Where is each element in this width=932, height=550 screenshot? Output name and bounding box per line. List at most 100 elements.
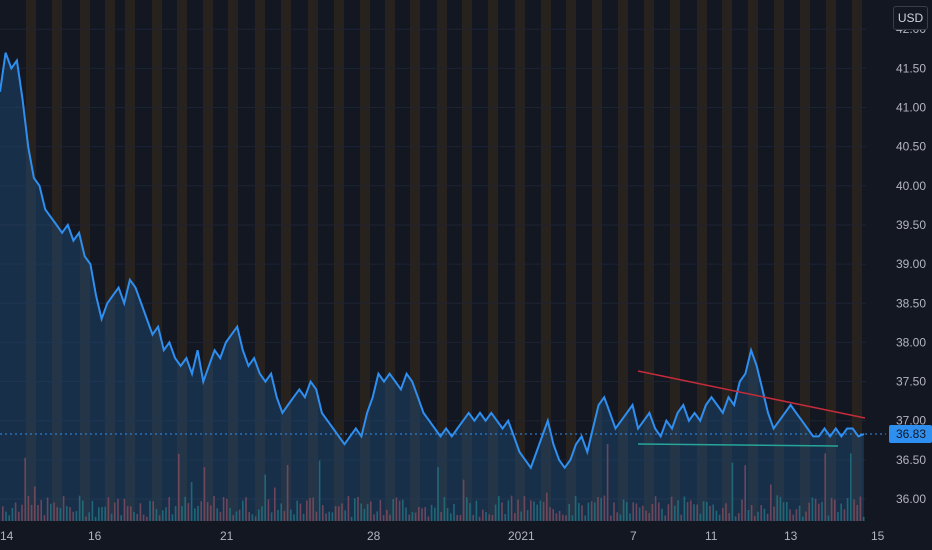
volume-bar [306,500,308,521]
volume-bar [533,501,535,521]
volume-bar [248,512,250,521]
session-band [462,0,472,521]
volume-bar [2,506,4,521]
volume-bar [370,501,372,521]
volume-bar [120,515,122,521]
volume-bar [184,496,186,521]
trend-line[interactable] [637,370,866,419]
session-band [774,0,784,521]
volume-bar [398,500,401,521]
volume-bar [334,506,337,521]
volume-bar [667,504,670,521]
volume-bar [789,509,791,521]
volume-bar [238,509,241,521]
volume-bar [856,504,858,521]
volume-bar [258,509,260,521]
support-line[interactable] [637,443,839,447]
volume-bar [117,498,119,521]
volume-bar [565,515,567,521]
volume-bar [770,484,772,521]
session-band [670,0,680,521]
price-axis-label: 40.50 [896,140,926,154]
volume-bar [718,514,721,521]
volume-bar [722,508,724,521]
session-band [488,0,498,521]
volume-bar [616,512,618,521]
price-axis-label: 37.50 [896,375,926,389]
volume-bar [152,501,154,521]
session-band [125,0,135,521]
volume-bar [821,501,823,521]
volume-bar [251,514,254,521]
volume-bar [658,502,660,521]
volume-bar [363,508,366,521]
price-axis-label: 37.00 [896,414,926,428]
volume-bar [478,516,481,521]
volume-bar [782,502,785,521]
price-line[interactable] [0,52,865,470]
volume-bar [133,511,135,521]
volume-bar [14,502,17,521]
volume-bar [168,497,170,521]
volume-bar [562,514,564,521]
session-band [360,0,370,521]
volume-bar [322,505,324,521]
volume-bar [229,507,231,521]
volume-bar [101,507,103,521]
session-band [410,0,420,521]
volume-bar [709,505,711,521]
volume-bar [219,511,222,521]
volume-bar [373,514,375,521]
volume-bar [731,462,734,521]
volume-bar [88,512,90,521]
volume-bar [674,505,676,521]
volume-bar [347,495,350,521]
volume-bar [386,509,388,521]
currency-label[interactable]: USD [893,6,928,30]
volume-bar [696,504,698,521]
volume-bar [488,514,490,521]
volume-bar [405,507,407,521]
current-price-label: 36.83 [896,427,926,441]
volume-bar [146,516,148,521]
volume-bar [318,460,321,521]
session-band [592,0,602,521]
volume-bar [494,504,497,521]
volume-bar [11,508,14,521]
volume-bar [181,506,183,521]
volume-bar [542,501,545,521]
volume-bar [242,500,244,521]
volume-bar [104,506,106,521]
volume-bar [773,506,775,521]
volume-bar [536,504,538,521]
grid-lines [0,28,866,500]
time-axis-label: 21 [220,529,234,543]
volume-bar [594,502,596,521]
volume-bar [693,504,695,521]
volume-bar [776,495,778,521]
volume-bar [728,513,730,521]
volume-bar [702,501,705,521]
volume-bar [421,508,423,521]
volume-bar [664,515,666,521]
volume-bar [814,498,817,521]
volume-bar [414,512,417,521]
volume-bar [440,512,442,521]
volume-bar [72,511,74,521]
price-axis-label: 38.50 [896,296,926,310]
volume-bar [226,498,228,521]
session-band [385,0,395,521]
time-axis-label: 2021 [508,529,535,543]
volume-bar [830,497,833,521]
volume-bar [741,499,743,521]
current-price-tag: 36.83 [889,425,932,444]
volume-bar [680,514,682,521]
volume-bar [734,516,737,521]
volume-bar [677,500,679,521]
time-axis[interactable]: 14 16 21 28 2021 7 11 13 15 [0,529,885,543]
volume-bar [190,482,193,521]
session-band [80,0,90,521]
volume-bar [642,505,644,521]
price-axis-label: 36.50 [896,453,926,467]
